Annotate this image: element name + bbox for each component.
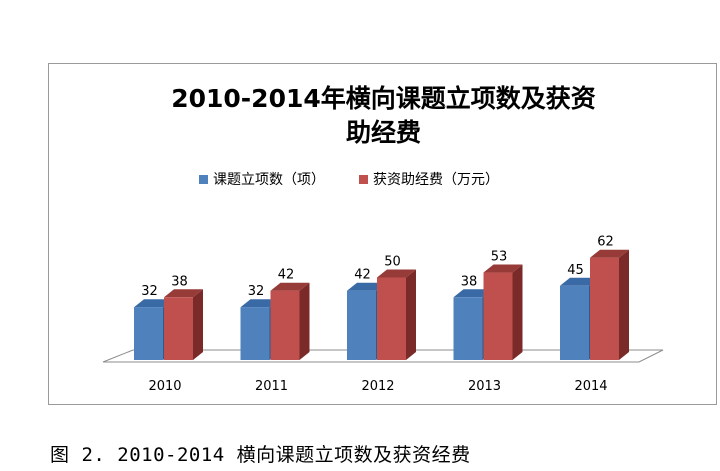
bar-2011-s0 bbox=[240, 307, 270, 360]
legend-item-projects: 课题立项数（项） bbox=[199, 169, 325, 189]
bar-2010-s0 bbox=[134, 307, 163, 360]
category-label-2014: 2014 bbox=[574, 379, 607, 394]
legend-swatch-projects bbox=[199, 174, 208, 184]
bar-2012-s1 bbox=[377, 277, 406, 360]
legend-swatch-funding bbox=[359, 174, 368, 184]
bar-top-2013-s0 bbox=[453, 289, 493, 298]
data-label-2013-s1: 53 bbox=[491, 250, 508, 265]
bar-2014-s0 bbox=[560, 285, 589, 360]
legend-item-funding: 获资助经费（万元） bbox=[359, 169, 499, 189]
bar-top-2012-s0 bbox=[347, 282, 386, 291]
bar-side-2014-s1 bbox=[619, 249, 629, 360]
bar-side-2011-s1 bbox=[299, 282, 310, 360]
bar-top-2010-s1 bbox=[164, 289, 203, 298]
bar-top-2013-s1 bbox=[483, 264, 523, 273]
bar-top-2014-s0 bbox=[560, 277, 599, 286]
figure-caption: 图 2. 2010-2014 横向课题立项数及获资经费 bbox=[50, 444, 471, 466]
data-label-2012-s1: 50 bbox=[384, 255, 401, 270]
plot-area: 32 38 2010 32 42 2011 42 50 2012 38 53 2013 45 62 2014 bbox=[102, 235, 664, 394]
data-label-2010-s0: 32 bbox=[141, 284, 158, 299]
category-label-2012: 2012 bbox=[361, 379, 394, 394]
legend-label-projects: 课题立项数（项） bbox=[213, 172, 325, 188]
bar-top-2010-s0 bbox=[134, 299, 173, 308]
bar-top-2014-s1 bbox=[590, 249, 629, 258]
bar-2011-s1 bbox=[270, 290, 300, 360]
bar-2010-s1 bbox=[164, 297, 193, 360]
bar-2014-s1 bbox=[590, 257, 619, 360]
bar-side-2012-s1 bbox=[406, 269, 416, 360]
legend-label-funding: 获资助经费（万元） bbox=[373, 172, 499, 188]
bar-top-2011-s1 bbox=[270, 282, 310, 291]
data-label-2011-s0: 32 bbox=[248, 284, 265, 299]
data-label-2011-s1: 42 bbox=[278, 268, 295, 283]
chart-title: 2010-2014年横向课题立项数及获资 助经费 bbox=[49, 82, 718, 150]
category-label-2013: 2013 bbox=[468, 379, 501, 394]
chart-frame: 2010-2014年横向课题立项数及获资 助经费 课题立项数（项） 获资助经费（… bbox=[48, 63, 717, 405]
data-label-2014-s1: 62 bbox=[597, 235, 614, 250]
category-label-2010: 2010 bbox=[148, 379, 181, 394]
data-label-2014-s0: 45 bbox=[567, 263, 584, 278]
data-label-2012-s0: 42 bbox=[354, 268, 371, 283]
legend: 课题立项数（项） 获资助经费（万元） bbox=[199, 170, 533, 188]
category-label-2011: 2011 bbox=[255, 379, 288, 394]
bar-2013-s0 bbox=[453, 297, 483, 360]
bar-2013-s1 bbox=[483, 272, 513, 360]
bar-side-2013-s1 bbox=[512, 264, 523, 360]
bar-top-2012-s1 bbox=[377, 269, 416, 278]
chart-title-line-2: 助经费 bbox=[345, 118, 421, 147]
chart-title-line-1: 2010-2014年横向课题立项数及获资 bbox=[171, 84, 596, 113]
bar-2012-s0 bbox=[347, 290, 376, 360]
bar-top-2011-s0 bbox=[240, 299, 280, 308]
data-label-2010-s1: 38 bbox=[171, 274, 188, 289]
bar-side-2010-s1 bbox=[193, 289, 203, 360]
data-label-2013-s0: 38 bbox=[461, 274, 478, 289]
